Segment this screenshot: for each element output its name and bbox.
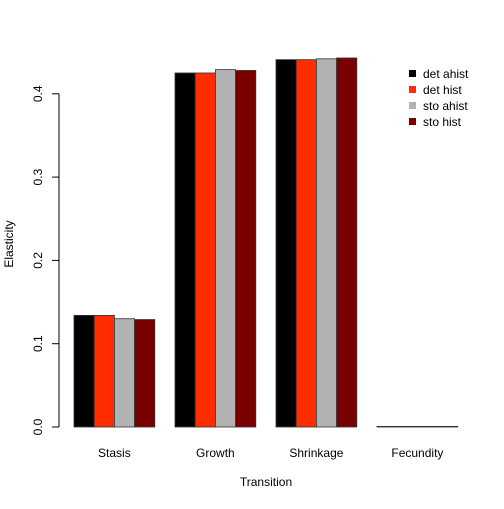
bar [194, 72, 216, 428]
bar [336, 57, 358, 428]
bars-layer [73, 57, 459, 428]
y-tick-label: 0.1 [31, 335, 45, 352]
legend-swatch [409, 102, 416, 109]
x-tick-label: Stasis [98, 446, 131, 460]
y-tick-label: 0.4 [31, 85, 45, 102]
x-tick-label: Growth [196, 446, 235, 460]
x-tick-label: Fecundity [391, 446, 443, 460]
x-axis: Stasis Growth Shrinkage Fecundity [98, 446, 443, 460]
bar [114, 318, 136, 428]
legend-label: sto ahist [423, 99, 468, 113]
bar [174, 72, 196, 428]
bar [134, 319, 156, 428]
y-axis-title: Elasticity [2, 220, 16, 267]
y-tick-label: 0.2 [31, 252, 45, 269]
bar [396, 425, 418, 428]
y-tick-label: 0.3 [31, 168, 45, 185]
bar [235, 70, 257, 428]
bar [93, 314, 115, 428]
bar [295, 59, 317, 428]
legend-swatch [409, 70, 416, 77]
y-axis: 0.0 0.1 0.2 0.3 0.4 [31, 85, 60, 435]
x-tick-label: Shrinkage [289, 446, 343, 460]
bar [275, 59, 297, 428]
bar [416, 425, 438, 428]
bar [376, 425, 398, 428]
legend: det ahist det hist sto ahist sto hist [409, 67, 469, 129]
legend-swatch [409, 86, 416, 93]
legend-label: det ahist [423, 67, 469, 81]
bar [214, 69, 236, 428]
legend-label: det hist [423, 83, 462, 97]
legend-swatch [409, 118, 416, 125]
bar [437, 425, 459, 428]
bar [73, 314, 95, 428]
x-axis-title: Transition [240, 475, 292, 489]
y-tick-label: 0.0 [31, 418, 45, 435]
legend-label: sto hist [423, 115, 462, 129]
bar [315, 58, 337, 428]
